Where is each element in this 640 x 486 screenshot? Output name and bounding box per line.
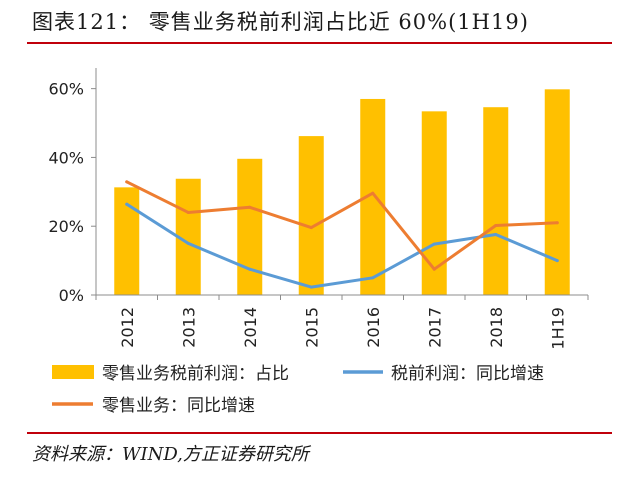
series-point (309, 226, 313, 230)
series-point (494, 224, 498, 228)
y-tick-label: 0% (59, 286, 84, 305)
x-axis: 2012 2013 2014 2015 2016 2017 2018 1H19 (95, 294, 589, 350)
x-tick-label: 2018 (487, 307, 506, 348)
series-point (432, 242, 436, 246)
x-tick-label: 2014 (241, 307, 260, 348)
x-tick-label: 2016 (364, 307, 383, 348)
figure-title: 图表121： 零售业务税前利润占比近 60%(1H19) (32, 10, 529, 34)
series-point (248, 267, 252, 271)
series-point (371, 276, 375, 280)
series-point (125, 180, 129, 184)
bar-1H19 (544, 89, 570, 295)
title-rule (27, 42, 612, 44)
series-point (125, 202, 129, 206)
y-axis: 0% 20% 40% 60% (48, 68, 97, 305)
x-tick-label: 2013 (179, 307, 198, 348)
chart: 0% 20% 40% 60% 2012 2013 2014 2015 2016 2017 2018… (48, 68, 589, 416)
legend-label: 零售业务：同比增速 (102, 396, 255, 416)
legend-label: 零售业务税前利润：占比 (102, 364, 289, 384)
series-point (494, 232, 498, 236)
y-tick-label: 40% (48, 148, 84, 167)
source-note: 资料来源：WIND,方正证券研究所 (32, 444, 309, 465)
series-point (186, 241, 190, 245)
bar-2018 (483, 107, 509, 295)
series-line-2 (125, 180, 559, 271)
y-tick-label: 20% (48, 217, 84, 236)
x-tick-label: 2012 (118, 307, 137, 348)
series-point (186, 210, 190, 214)
series-point (555, 259, 559, 263)
legend-label: 税前利润：同比增速 (391, 364, 544, 384)
bar-2015 (298, 136, 324, 295)
series-point (309, 285, 313, 289)
series-point (248, 205, 252, 209)
y-tick-label: 60% (48, 80, 84, 99)
series-point (555, 221, 559, 225)
series-line-1 (125, 202, 559, 289)
series-point (432, 267, 436, 271)
x-tick-label: 1H19 (548, 307, 567, 350)
bars (114, 89, 570, 295)
x-tick-label: 2017 (425, 307, 444, 348)
series-point (371, 191, 375, 195)
bar-2014 (237, 158, 263, 295)
legend-swatch-bar (52, 365, 94, 379)
source-rule (27, 432, 612, 434)
lines (125, 180, 559, 289)
x-tick-label: 2015 (302, 307, 321, 348)
